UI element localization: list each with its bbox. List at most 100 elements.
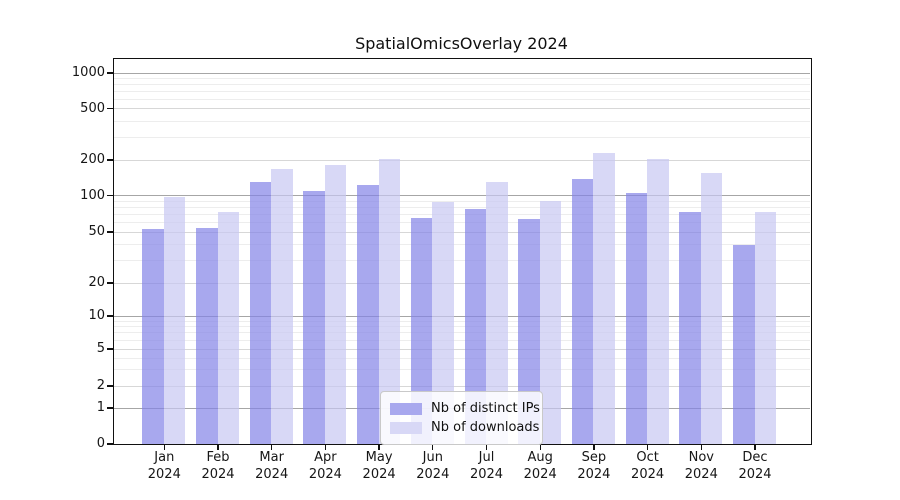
x-tick-mark <box>593 444 595 450</box>
y-tick-label: 200 <box>80 152 105 167</box>
y-tick-label: 100 <box>80 187 105 203</box>
minor-gridline <box>113 357 810 359</box>
legend-swatch-distinct-ips <box>390 402 422 415</box>
x-tick-label: Oct 2024 <box>631 450 665 482</box>
bar-downloads-feb <box>217 211 239 444</box>
bar-downloads-aug <box>539 201 562 444</box>
major-gridline <box>113 282 810 284</box>
minor-gridline <box>113 326 810 328</box>
y-tick-label: 1 <box>96 400 105 415</box>
y-tick-mark <box>106 107 113 110</box>
bar-downloads-oct <box>647 158 669 444</box>
y-tick-label: 2 <box>96 378 105 393</box>
x-tick-label: Jun 2024 <box>416 450 450 482</box>
x-tick-label: Sep 2024 <box>577 450 611 482</box>
y-tick-label: 10 <box>88 308 105 323</box>
minor-gridline <box>113 339 810 341</box>
minor-gridline <box>113 83 810 85</box>
bar-downloads-mar <box>271 169 293 444</box>
minor-gridline <box>113 320 810 322</box>
legend-label-downloads: Nb of downloads <box>431 420 540 435</box>
x-tick-mark <box>539 444 541 450</box>
bar-distinct-ips-nov <box>679 212 701 444</box>
x-tick-mark <box>378 444 380 450</box>
major-gridline <box>113 348 810 350</box>
minor-gridline <box>113 98 810 100</box>
bar-downloads-sep <box>593 153 615 444</box>
y-tick-mark <box>106 407 113 409</box>
minor-gridline <box>113 136 810 138</box>
minor-gridline <box>113 90 810 92</box>
bar-distinct-ips-mar <box>249 181 272 444</box>
bar-downloads-dec <box>754 212 776 444</box>
x-tick-label: Aug 2024 <box>523 450 557 482</box>
bar-distinct-ips-feb <box>196 228 218 444</box>
bar-downloads-apr <box>324 164 347 444</box>
x-tick-label: Apr 2024 <box>308 450 342 482</box>
bar-distinct-ips-sep <box>571 179 594 444</box>
x-tick-mark <box>217 444 219 450</box>
bar-distinct-ips-jul <box>464 209 486 444</box>
bar-distinct-ips-oct <box>625 193 648 444</box>
plot-area <box>112 57 812 445</box>
bar-distinct-ips-aug <box>518 219 540 444</box>
minor-gridline <box>113 200 810 202</box>
x-tick-mark <box>646 444 649 450</box>
minor-gridline <box>113 332 810 334</box>
bar-distinct-ips-dec <box>733 245 755 444</box>
x-tick-mark <box>163 444 165 450</box>
legend-item-downloads: Nb of downloads <box>390 419 539 436</box>
y-tick-mark <box>106 194 113 197</box>
x-tick-label: May 2024 <box>362 450 396 482</box>
legend-item-distinct-ips: Nb of distinct IPs <box>390 400 540 417</box>
minor-gridline <box>113 369 810 371</box>
bar-downloads-jan <box>163 197 186 444</box>
y-tick-mark <box>106 72 113 74</box>
major-gridline <box>113 159 810 161</box>
bar-distinct-ips-jan <box>142 229 164 444</box>
bar-downloads-jul <box>486 181 508 444</box>
chart-title: SpatialOmicsOverlay 2024 <box>355 34 568 53</box>
major-gridline <box>113 315 810 317</box>
x-tick-mark <box>324 444 327 450</box>
y-tick-label: 500 <box>80 100 105 116</box>
legend-swatch-downloads <box>390 421 422 434</box>
y-tick-mark <box>106 385 113 387</box>
y-tick-mark <box>106 231 113 233</box>
y-tick-mark <box>106 443 113 445</box>
x-tick-label: Jul 2024 <box>469 450 504 482</box>
y-tick-mark <box>106 282 113 284</box>
y-tick-mark <box>106 159 113 161</box>
y-tick-mark <box>106 315 113 317</box>
y-tick-label: 50 <box>88 224 105 239</box>
minor-gridline <box>113 243 810 245</box>
y-tick-label: 20 <box>88 275 105 290</box>
minor-gridline <box>113 120 810 122</box>
x-tick-mark <box>754 444 756 450</box>
x-tick-label: Dec 2024 <box>738 450 772 482</box>
minor-gridline <box>113 259 810 261</box>
major-gridline <box>113 385 810 387</box>
major-gridline <box>113 108 810 109</box>
major-gridline <box>113 72 810 74</box>
minor-gridline <box>113 213 810 215</box>
y-tick-label: 0 <box>96 436 105 451</box>
x-tick-mark <box>271 444 273 450</box>
y-tick-mark <box>106 348 113 350</box>
x-tick-mark <box>485 444 488 450</box>
x-tick-label: Feb 2024 <box>201 450 235 482</box>
minor-gridline <box>113 221 810 223</box>
bar-distinct-ips-may <box>357 184 379 444</box>
y-tick-label: 5 <box>96 341 105 356</box>
major-gridline <box>113 195 810 196</box>
bar-downloads-may <box>378 159 401 444</box>
x-tick-label: Mar 2024 <box>255 450 289 482</box>
minor-gridline <box>113 206 810 208</box>
legend: Nb of distinct IPs Nb of downloads <box>380 391 543 445</box>
bar-downloads-nov <box>700 172 723 444</box>
x-tick-label: Jan 2024 <box>147 450 181 482</box>
x-tick-mark <box>700 444 702 450</box>
bar-distinct-ips-jun <box>410 217 433 444</box>
y-tick-label: 1000 <box>71 65 105 80</box>
